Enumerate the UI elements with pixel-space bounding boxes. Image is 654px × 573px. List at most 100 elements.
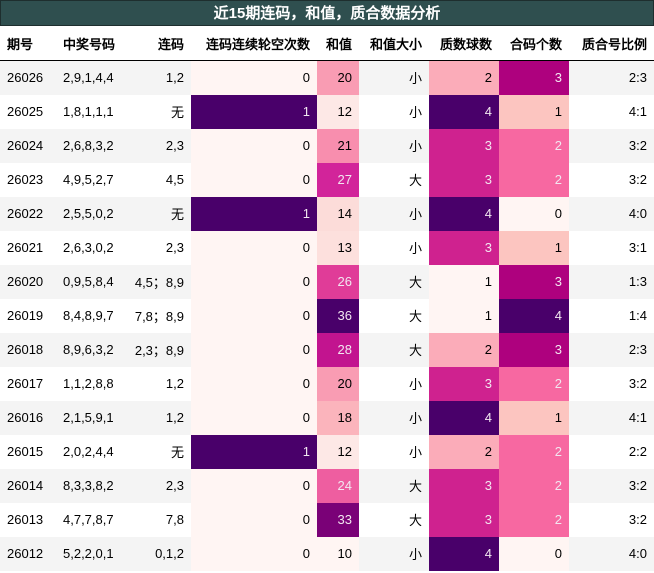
cell-size: 大 [359, 298, 429, 333]
header-row: 期号 中奖号码 连码 连码连续轮空次数 和值 和值大小 质数球数 合码个数 质合… [0, 26, 654, 61]
cell-numbers: 4,7,7,8,7 [56, 502, 123, 537]
cell-numbers: 8,9,6,3,2 [56, 332, 123, 367]
cell-consecutive: 无 [123, 196, 191, 231]
col-header-size: 和值大小 [359, 26, 429, 61]
cell-size: 小 [359, 60, 429, 95]
cell-gap: 1 [191, 196, 317, 231]
cell-composites: 2 [499, 128, 569, 163]
cell-sum: 18 [317, 400, 359, 435]
cell-numbers: 0,9,5,8,4 [56, 264, 123, 299]
col-header-sum: 和值 [317, 26, 359, 61]
cell-ratio: 2:3 [569, 332, 654, 367]
table-row: 26024 2,6,8,3,2 2,3 0 21 小 3 2 3:2 [0, 128, 654, 163]
cell-numbers: 8,3,3,8,2 [56, 468, 123, 503]
cell-numbers: 2,1,5,9,1 [56, 400, 123, 435]
cell-sum: 12 [317, 434, 359, 469]
cell-period: 26024 [0, 128, 56, 163]
cell-primes: 4 [429, 400, 499, 435]
cell-primes: 3 [429, 230, 499, 265]
cell-composites: 2 [499, 468, 569, 503]
cell-size: 小 [359, 196, 429, 231]
cell-sum: 36 [317, 298, 359, 333]
cell-primes: 4 [429, 536, 499, 571]
cell-ratio: 4:0 [569, 196, 654, 231]
cell-composites: 4 [499, 298, 569, 333]
cell-gap: 0 [191, 468, 317, 503]
cell-numbers: 8,4,8,9,7 [56, 298, 123, 333]
cell-composites: 3 [499, 264, 569, 299]
cell-ratio: 3:1 [569, 230, 654, 265]
table-row: 26012 5,2,2,0,1 0,1,2 0 10 小 4 0 4:0 [0, 536, 654, 571]
cell-primes: 3 [429, 366, 499, 401]
cell-sum: 28 [317, 332, 359, 367]
col-header-period: 期号 [0, 26, 56, 61]
cell-ratio: 3:2 [569, 502, 654, 537]
table-row: 26025 1,8,1,1,1 无 1 12 小 4 1 4:1 [0, 94, 654, 129]
cell-composites: 1 [499, 94, 569, 129]
cell-ratio: 1:3 [569, 264, 654, 299]
cell-ratio: 3:2 [569, 128, 654, 163]
cell-sum: 10 [317, 536, 359, 571]
cell-consecutive: 1,2 [123, 366, 191, 401]
cell-composites: 0 [499, 536, 569, 571]
cell-numbers: 4,9,5,2,7 [56, 162, 123, 197]
table-row: 26018 8,9,6,3,2 2,3；8,9 0 28 大 2 3 2:3 [0, 332, 654, 367]
analysis-table: 期号 中奖号码 连码 连码连续轮空次数 和值 和值大小 质数球数 合码个数 质合… [0, 26, 654, 571]
cell-composites: 2 [499, 434, 569, 469]
cell-composites: 3 [499, 60, 569, 95]
cell-composites: 2 [499, 502, 569, 537]
col-header-numbers: 中奖号码 [56, 26, 123, 61]
cell-gap: 1 [191, 94, 317, 129]
cell-consecutive: 1,2 [123, 400, 191, 435]
cell-consecutive: 4,5；8,9 [123, 264, 191, 299]
cell-composites: 1 [499, 230, 569, 265]
cell-ratio: 4:1 [569, 400, 654, 435]
cell-consecutive: 2,3 [123, 468, 191, 503]
cell-period: 26016 [0, 400, 56, 435]
cell-numbers: 1,8,1,1,1 [56, 94, 123, 129]
cell-consecutive: 无 [123, 94, 191, 129]
cell-consecutive: 无 [123, 434, 191, 469]
cell-gap: 1 [191, 434, 317, 469]
cell-size: 大 [359, 502, 429, 537]
cell-numbers: 2,6,8,3,2 [56, 128, 123, 163]
cell-period: 26022 [0, 196, 56, 231]
cell-sum: 26 [317, 264, 359, 299]
col-header-gap: 连码连续轮空次数 [191, 26, 317, 61]
cell-period: 26018 [0, 332, 56, 367]
cell-consecutive: 2,3；8,9 [123, 332, 191, 367]
table-row: 26015 2,0,2,4,4 无 1 12 小 2 2 2:2 [0, 434, 654, 469]
cell-size: 大 [359, 332, 429, 367]
cell-period: 26015 [0, 434, 56, 469]
cell-size: 大 [359, 264, 429, 299]
cell-period: 26025 [0, 94, 56, 129]
cell-primes: 1 [429, 264, 499, 299]
cell-numbers: 1,1,2,8,8 [56, 366, 123, 401]
table-row: 26019 8,4,8,9,7 7,8；8,9 0 36 大 1 4 1:4 [0, 298, 654, 333]
table-body: 26026 2,9,1,4,4 1,2 0 20 小 2 3 2:3 26025 1,8,1,1,1… [0, 60, 654, 571]
cell-period: 26012 [0, 536, 56, 571]
cell-numbers: 2,5,5,0,2 [56, 196, 123, 231]
cell-sum: 20 [317, 366, 359, 401]
table-row: 26021 2,6,3,0,2 2,3 0 13 小 3 1 3:1 [0, 230, 654, 265]
cell-ratio: 2:3 [569, 60, 654, 95]
cell-gap: 0 [191, 400, 317, 435]
table-title: 近15期连码，和值，质合数据分析 [0, 0, 654, 26]
cell-consecutive: 4,5 [123, 162, 191, 197]
table-row: 26014 8,3,3,8,2 2,3 0 24 大 3 2 3:2 [0, 468, 654, 503]
cell-consecutive: 7,8；8,9 [123, 298, 191, 333]
cell-sum: 12 [317, 94, 359, 129]
col-header-consecutive: 连码 [123, 26, 191, 61]
cell-sum: 24 [317, 468, 359, 503]
cell-numbers: 2,6,3,0,2 [56, 230, 123, 265]
cell-composites: 1 [499, 400, 569, 435]
cell-gap: 0 [191, 298, 317, 333]
cell-ratio: 1:4 [569, 298, 654, 333]
cell-ratio: 4:1 [569, 94, 654, 129]
cell-primes: 3 [429, 502, 499, 537]
cell-sum: 21 [317, 128, 359, 163]
cell-size: 小 [359, 434, 429, 469]
table-row: 26022 2,5,5,0,2 无 1 14 小 4 0 4:0 [0, 196, 654, 231]
cell-ratio: 3:2 [569, 468, 654, 503]
